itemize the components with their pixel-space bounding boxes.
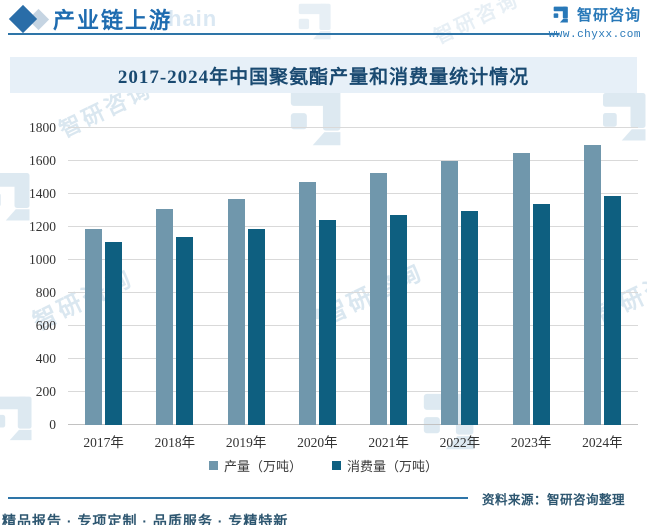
x-tick-label: 2022年 (439, 435, 481, 450)
x-tick-label: 2020年 (297, 435, 338, 450)
bar-chart: 0 200 400 600 800 1000 1200 1400 1600 1800 2017年 2… (0, 100, 647, 480)
bar-产量（万吨）-2019年 (227, 198, 245, 425)
gridline-0 (68, 424, 638, 425)
gridline-1200 (68, 226, 638, 227)
page-title: 产业链上游 (53, 8, 174, 33)
legend-label: 消费量（万吨） (347, 459, 439, 474)
legend-swatch-icon (208, 461, 218, 470)
bar-group-2022年 (424, 128, 495, 425)
bar-group-2018年 (139, 128, 210, 425)
x-tick-label: 2017年 (83, 435, 124, 450)
bar-group-2017年 (68, 128, 139, 425)
y-tick-label: 1200 (29, 219, 56, 234)
bar-group-2023年 (496, 128, 567, 425)
y-tick-label: 1400 (29, 186, 56, 201)
legend: 产量（万吨） 消费量（万吨） (0, 456, 647, 475)
x-tick-label: 2018年 (154, 435, 196, 450)
y-tick-label: 400 (35, 351, 56, 366)
legend-item: 消费量（万吨） (332, 456, 438, 475)
y-tick-label: 0 (49, 417, 56, 432)
bar-产量（万吨）-2022年 (441, 161, 459, 425)
bar-产量（万吨）-2024年 (583, 144, 601, 425)
bar-消费量（万吨）-2017年 (105, 241, 123, 425)
brand-logo-icon (553, 6, 568, 23)
gridline-200 (68, 391, 638, 392)
bar-group-2020年 (282, 128, 353, 425)
y-tick-label: 1800 (29, 120, 56, 135)
bar-消费量（万吨）-2018年 (176, 236, 194, 425)
x-axis: 2017年 2018年 2019年 2020年 2021年 2022年 2023年 2024年 (68, 431, 638, 451)
gridline-1400 (68, 193, 638, 194)
grid-layer (68, 127, 638, 425)
gridline-400 (68, 358, 638, 359)
y-axis: 0 200 400 600 800 1000 1200 1400 1600 1800 (0, 120, 60, 432)
bar-group-2024年 (567, 128, 638, 425)
gridline-600 (68, 325, 638, 326)
footer: 资料来源：智研咨询整理 精品报告 · 专项定制 · 品质服务 · 专精特新 (0, 489, 647, 525)
data-source: 资料来源：智研咨询整理 (482, 492, 626, 507)
x-tick-label: 2019年 (225, 435, 267, 450)
bar-产量（万吨）-2021年 (370, 172, 388, 425)
y-tick-label: 1000 (29, 252, 56, 267)
bar-产量（万吨）-2018年 (156, 208, 174, 425)
x-tick-label: 2023年 (510, 435, 552, 450)
chart-title-banner: 2017-2024年中国聚氨酯产量和消费量统计情况 (10, 57, 637, 93)
header-watermark-text: hain (168, 6, 218, 31)
bar-产量（万吨）-2020年 (298, 182, 316, 425)
plot-area (68, 128, 638, 425)
x-tick-label: 2024年 (582, 435, 623, 450)
y-tick-label: 600 (35, 318, 56, 333)
legend-swatch-icon (332, 461, 341, 470)
header: 产业链上游 hain 智研咨询 www.chyxx.com (0, 0, 647, 56)
x-tick-label: 2021年 (368, 435, 409, 450)
bar-消费量（万吨）-2021年 (390, 215, 408, 425)
bar-group-2019年 (211, 128, 282, 425)
gridline-1000 (68, 259, 638, 260)
bar-消费量（万吨）-2019年 (247, 228, 265, 425)
bar-消费量（万吨）-2020年 (318, 220, 336, 425)
header-divider (8, 33, 559, 35)
bar-group-2021年 (353, 128, 424, 425)
gridline-800 (68, 292, 638, 293)
chart-title: 2017-2024年中国聚氨酯产量和消费量统计情况 (117, 66, 530, 88)
gridline-1600 (68, 160, 638, 161)
y-tick-label: 200 (35, 384, 56, 399)
footer-tagline: 精品报告 · 专项定制 · 品质服务 · 专精特新 (2, 513, 289, 525)
legend-label: 产量（万吨） (223, 459, 302, 474)
y-tick-label: 1600 (29, 153, 56, 168)
gridline-1800 (68, 127, 638, 128)
y-tick-label: 800 (35, 285, 56, 300)
bar-消费量（万吨）-2024年 (603, 195, 621, 425)
diamond-icon (8, 4, 38, 34)
legend-item: 产量（万吨） (208, 456, 302, 475)
brand-name: 智研咨询 (576, 7, 641, 24)
brand-block: 智研咨询 www.chyxx.com (549, 4, 641, 41)
bar-消费量（万吨）-2023年 (532, 203, 550, 425)
bar-产量（万吨）-2023年 (512, 152, 530, 425)
footer-divider (8, 497, 468, 499)
bar-消费量（万吨）-2022年 (461, 210, 479, 425)
brand-website: www.chyxx.com (548, 29, 641, 41)
bar-产量（万吨）-2017年 (85, 228, 103, 425)
